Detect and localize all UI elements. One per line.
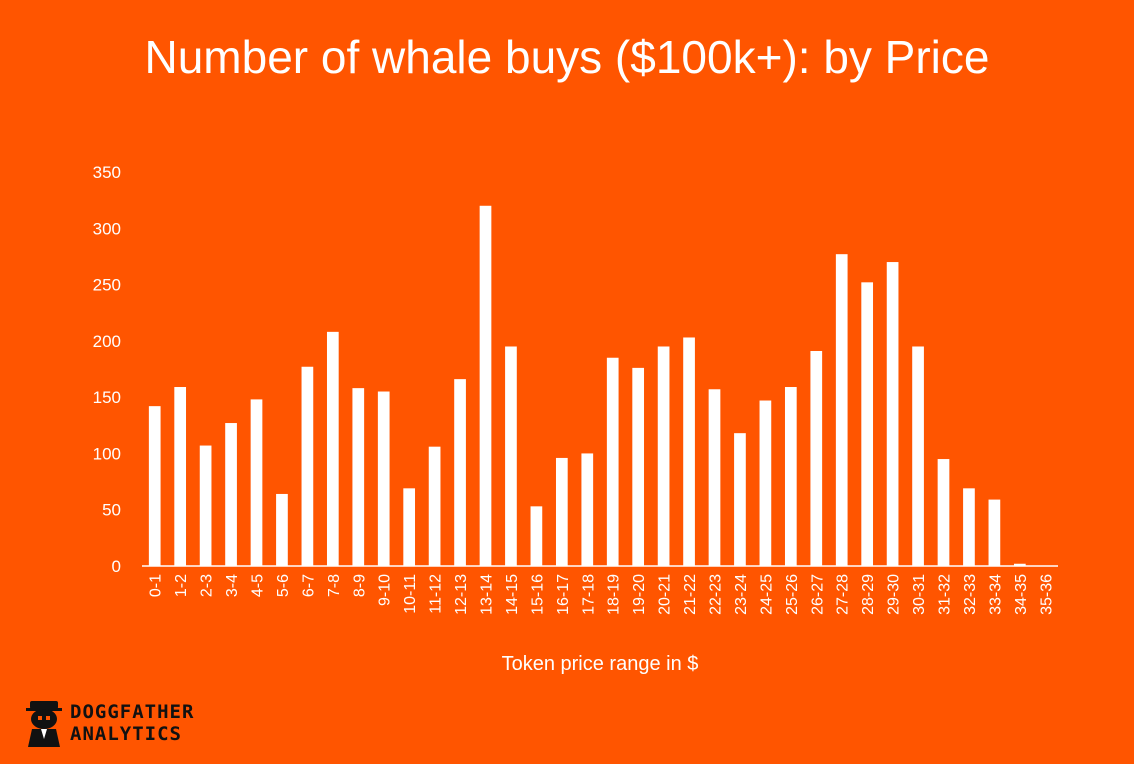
x-tick-label: 18-19	[606, 574, 623, 615]
y-tick-label: 100	[93, 444, 121, 463]
x-tick-label: 21-22	[682, 574, 699, 615]
bar	[988, 499, 1001, 566]
bar	[428, 446, 441, 566]
bar	[555, 457, 568, 566]
x-tick-label: 33-34	[987, 574, 1004, 615]
x-tick-label: 31-32	[937, 574, 954, 615]
x-tick-label: 14-15	[504, 574, 521, 615]
x-tick-label: 30-31	[911, 574, 928, 615]
x-tick-label: 8-9	[351, 574, 368, 597]
y-axis: 0 50 100 150 200 250 300 350	[93, 163, 121, 576]
bar	[377, 391, 390, 566]
y-tick-label: 0	[112, 557, 121, 576]
bar	[784, 387, 797, 566]
bar	[403, 488, 416, 566]
y-tick-label: 350	[93, 163, 121, 182]
x-tick-label: 10-11	[402, 574, 419, 614]
x-tick-label: 2-3	[199, 574, 216, 597]
x-tick-label: 15-16	[529, 574, 546, 615]
x-tick-label: 16-17	[555, 574, 572, 615]
x-tick-label: 5-6	[275, 574, 292, 597]
bar	[759, 400, 772, 566]
chart-title: Number of whale buys ($100k+): by Price	[144, 31, 990, 83]
bar	[810, 350, 823, 566]
brand-line-1: DOGGFATHER	[70, 701, 195, 723]
bar	[276, 493, 288, 566]
x-tick-label: 24-25	[758, 574, 775, 615]
x-tick-label: 35-36	[1038, 574, 1055, 615]
bar	[225, 423, 237, 566]
x-tick-label: 12-13	[453, 574, 470, 615]
x-tick-label: 32-33	[962, 574, 979, 615]
x-tick-label: 34-35	[1013, 574, 1030, 615]
bar	[174, 387, 187, 566]
bar	[148, 406, 161, 566]
brand-logo: DOGGFATHER ANALYTICS	[24, 698, 194, 748]
x-tick-label: 7-8	[326, 574, 343, 597]
bar	[632, 367, 645, 566]
x-tick-label: 0-1	[148, 574, 165, 597]
bar	[505, 346, 517, 566]
x-tick-label: 4-5	[250, 574, 267, 597]
bar	[581, 453, 594, 566]
x-tick-label: 28-29	[860, 574, 877, 615]
x-tick-label: 19-20	[631, 574, 648, 615]
x-axis-title: Token price range in $	[502, 653, 699, 675]
bar	[199, 445, 212, 566]
brand-wordmark: DOGGFATHER ANALYTICS	[70, 701, 194, 745]
x-axis: 0-1 1-2 2-3 3-4 4-5 5-6 6-7 7-8 8-9 9-10 10-11 11-1…	[148, 574, 1056, 615]
x-tick-label: 29-30	[886, 574, 903, 615]
dog-mascot-icon	[26, 701, 62, 747]
x-tick-label: 1-2	[173, 574, 190, 597]
bar	[1013, 563, 1026, 566]
x-tick-label: 22-23	[708, 574, 725, 615]
x-tick-label: 6-7	[300, 574, 317, 597]
x-tick-label: 25-26	[784, 574, 801, 615]
bar	[861, 282, 874, 566]
bar	[657, 346, 670, 566]
x-tick-label: 13-14	[479, 574, 496, 615]
y-tick-label: 200	[93, 332, 121, 351]
bar	[301, 366, 314, 566]
bar	[683, 337, 695, 566]
bar	[454, 379, 466, 566]
x-tick-label: 17-18	[580, 574, 597, 615]
bar	[937, 459, 950, 566]
x-tick-label: 23-24	[733, 574, 750, 615]
bar	[250, 399, 263, 566]
bar	[606, 357, 619, 566]
bar	[886, 262, 899, 566]
bar	[963, 488, 975, 566]
bar	[734, 433, 746, 566]
bar	[326, 331, 339, 566]
y-tick-label: 50	[102, 501, 121, 520]
bars	[148, 205, 1026, 567]
bar	[708, 389, 721, 566]
bar	[530, 506, 543, 566]
x-tick-label: 27-28	[835, 574, 852, 615]
brand-line-2: ANALYTICS	[70, 723, 182, 745]
x-tick-label: 9-10	[377, 574, 394, 606]
bar	[912, 346, 924, 566]
y-tick-label: 150	[93, 388, 121, 407]
y-tick-label: 300	[93, 219, 121, 238]
bar	[352, 388, 365, 566]
bar	[479, 205, 492, 566]
bar	[835, 254, 848, 567]
x-tick-label: 3-4	[224, 574, 241, 597]
x-tick-label: 20-21	[657, 574, 674, 615]
y-tick-label: 250	[93, 276, 121, 295]
x-tick-label: 11-12	[428, 574, 445, 614]
x-tick-label: 26-27	[809, 574, 826, 615]
